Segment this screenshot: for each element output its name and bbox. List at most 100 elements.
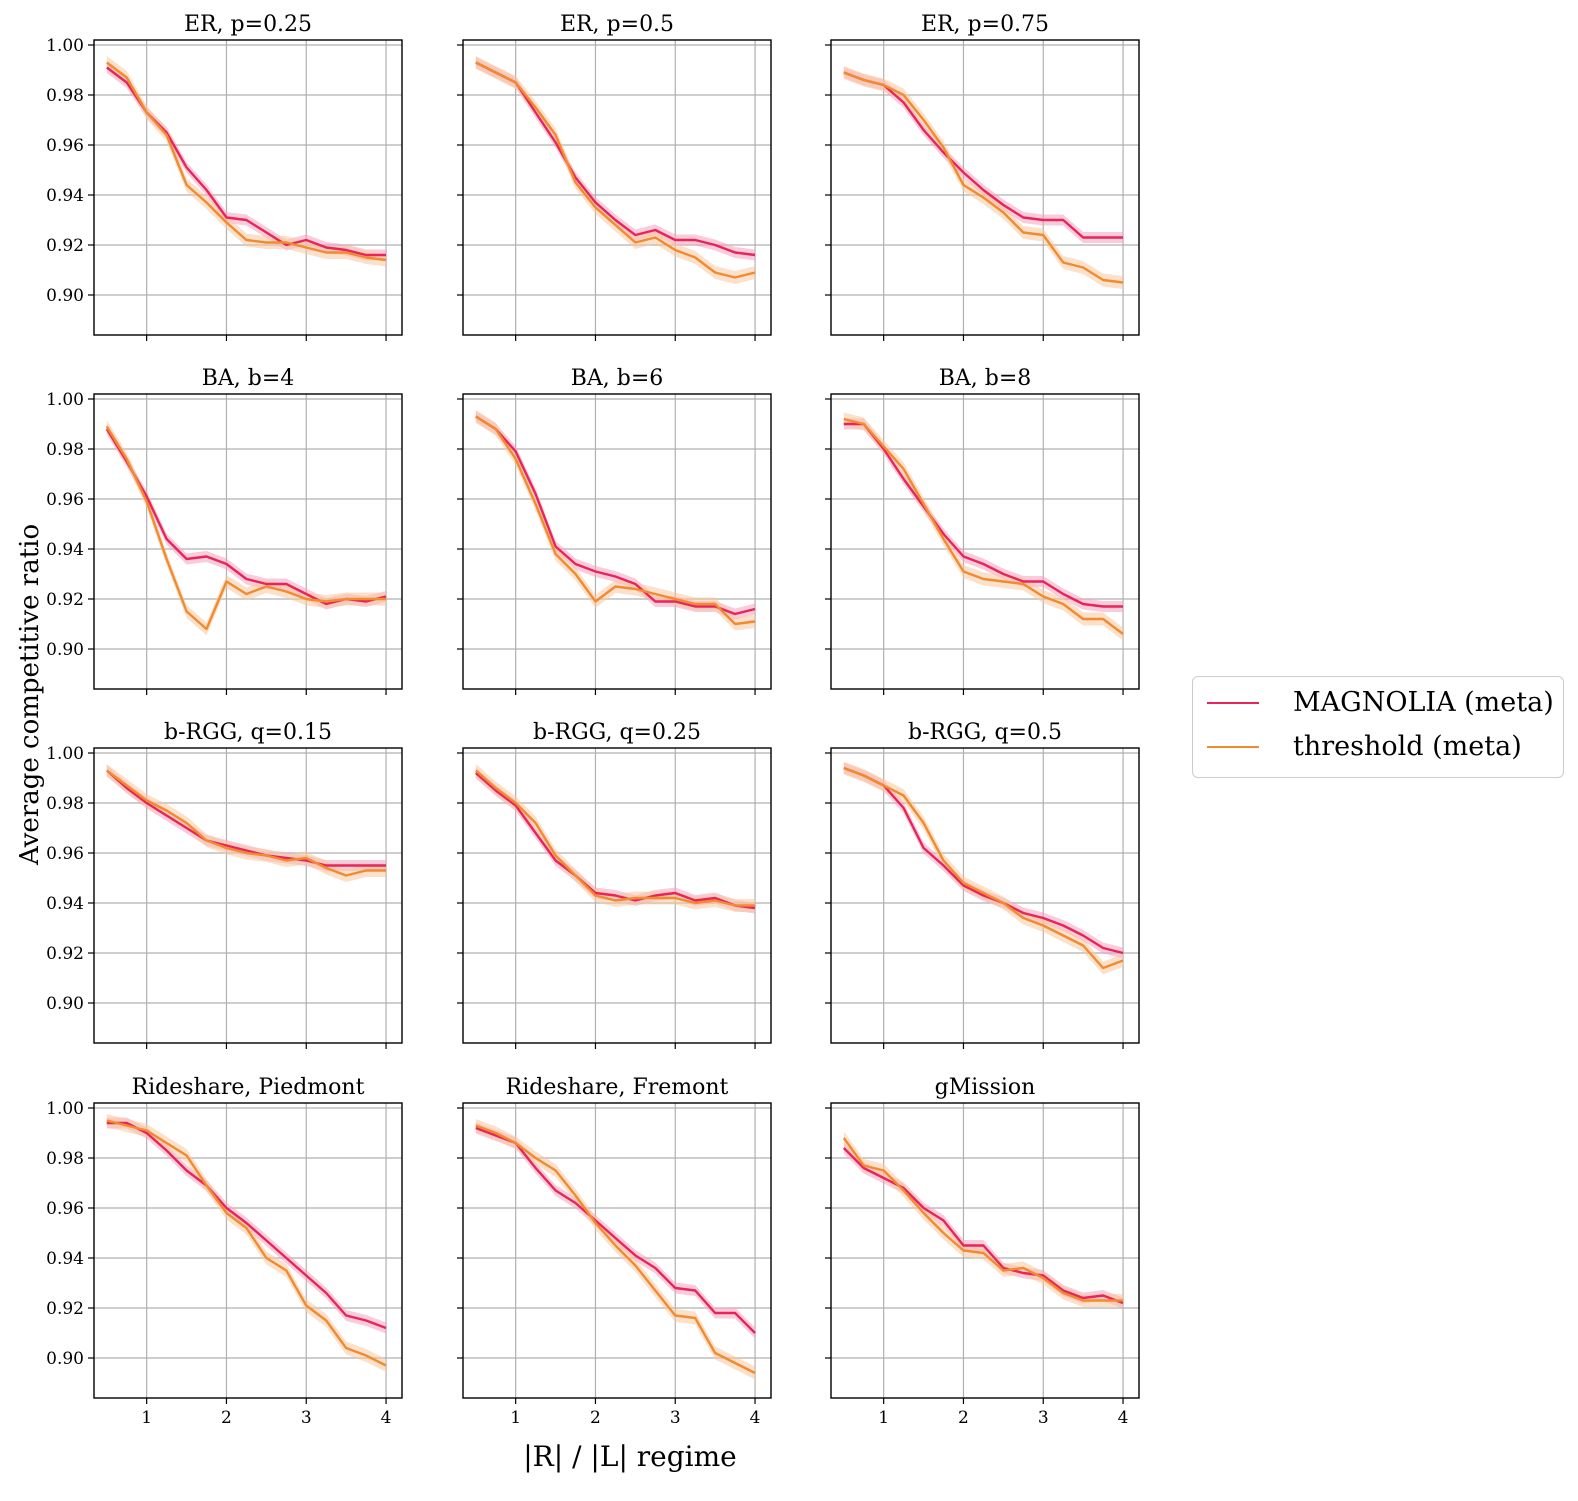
y-tick-label: 0.90	[46, 286, 84, 306]
subplot-title: gMission	[935, 1075, 1036, 1100]
y-tick-label: 0.98	[46, 1149, 84, 1169]
series-line-magnolia	[842, 1147, 1124, 1305]
y-tick-label: 0.98	[46, 794, 84, 814]
confidence-band-threshold	[106, 420, 387, 636]
y-tick-label: 0.92	[46, 944, 84, 964]
series-line-threshold	[843, 766, 1124, 970]
series-line-threshold	[106, 1119, 387, 1367]
axes-frame	[462, 747, 772, 1044]
subplot-6: BA, b=8	[825, 366, 1140, 695]
axes-frame	[93, 1102, 403, 1399]
series-line-threshold	[106, 61, 387, 262]
series-line-threshold	[843, 71, 1124, 284]
y-tick-label: 0.92	[46, 1299, 84, 1319]
confidence-band-threshold	[475, 56, 755, 284]
confidence-band-magnolia	[106, 423, 387, 610]
y-tick-label: 0.96	[46, 844, 84, 864]
legend: MAGNOLIA (meta) threshold (meta)	[1192, 676, 1564, 778]
series-line-magnolia	[475, 415, 756, 616]
subplot-title: b-RGG, q=0.5	[908, 720, 1062, 745]
confidence-band-threshold	[106, 56, 387, 267]
series-line-threshold	[475, 415, 756, 626]
axes-frame	[93, 393, 403, 690]
axes-frame	[462, 1102, 772, 1399]
series-line-threshold	[475, 61, 756, 279]
y-tick-label: 1.00	[46, 744, 84, 764]
axes-frame	[93, 747, 403, 1044]
x-tick-label: 1	[878, 1408, 889, 1428]
y-tick-label: 0.96	[46, 490, 84, 510]
axes-frame	[93, 39, 403, 336]
series-line-magnolia	[843, 422, 1123, 608]
axes-frame	[830, 747, 1140, 1044]
series-line-magnolia	[106, 769, 386, 867]
series-line-magnolia	[105, 428, 387, 606]
x-tick-label: 2	[590, 1408, 601, 1428]
y-tick-label: 0.90	[46, 1349, 84, 1369]
subplot-10: 1 2 3 4 0.90 0.92 0.94 0.96 0.98 1.00 Rideshare, P…	[46, 1075, 403, 1428]
y-axis-label: Average competitive ratio	[15, 523, 45, 865]
confidence-band-threshold	[843, 66, 1123, 289]
subplot-title: ER, p=0.25	[184, 12, 312, 37]
series-line-threshold	[475, 769, 755, 907]
legend-swatch-threshold	[1207, 746, 1259, 748]
subplot-title: ER, p=0.75	[921, 12, 1049, 37]
subplot-1: 0.90 0.92 0.94 0.96 0.98 1.00 ER, p=0.25	[46, 12, 403, 341]
series-line-magnolia	[843, 766, 1124, 955]
subplot-2: ER, p=0.5	[457, 12, 772, 341]
series-line-threshold	[105, 425, 386, 631]
subplot-4: 0.90 0.92 0.94 0.96 0.98 1.00 BA, b=4	[46, 366, 403, 695]
axes-frame	[830, 39, 1140, 336]
series-line-magnolia	[475, 1126, 756, 1334]
subplot-9: b-RGG, q=0.5	[825, 720, 1140, 1049]
x-tick-label: 4	[750, 1408, 761, 1428]
x-tick-label: 3	[301, 1408, 312, 1428]
x-tick-label: 2	[958, 1408, 969, 1428]
legend-swatch-magnolia	[1207, 702, 1259, 704]
subplot-title: b-RGG, q=0.15	[164, 720, 332, 745]
legend-label-threshold: threshold (meta)	[1293, 731, 1522, 762]
x-tick-label: 4	[381, 1408, 392, 1428]
axes-frame	[462, 393, 772, 690]
x-tick-label: 1	[141, 1408, 152, 1428]
legend-label-magnolia: MAGNOLIA (meta)	[1293, 687, 1554, 718]
y-tick-label: 0.98	[46, 440, 84, 460]
y-tick-label: 1.00	[46, 1099, 84, 1119]
y-tick-label: 0.94	[46, 1249, 84, 1269]
y-tick-label: 0.96	[46, 136, 84, 156]
confidence-band-magnolia	[475, 767, 755, 914]
y-tick-label: 0.94	[46, 540, 84, 560]
confidence-band-threshold	[106, 764, 387, 882]
subplot-11: 1 2 3 4 Rideshare, Fremont	[457, 1075, 772, 1428]
confidence-band-threshold	[475, 1119, 755, 1380]
legend-item-threshold: threshold (meta)	[1193, 725, 1563, 769]
series-line-magnolia	[106, 66, 386, 257]
confidence-band-magnolia	[843, 1142, 1123, 1309]
subplot-5: BA, b=6	[457, 366, 772, 695]
axes-frame	[830, 393, 1140, 690]
subplot-7: 0.90 0.92 0.94 0.96 0.98 1.00 b-RGG, q=0.15	[46, 720, 403, 1049]
y-tick-label: 0.96	[46, 1199, 84, 1219]
subplot-3: ER, p=0.75	[825, 12, 1140, 341]
subplot-title: Rideshare, Fremont	[506, 1075, 729, 1100]
confidence-band-magnolia	[843, 67, 1123, 243]
y-tick-label: 1.00	[46, 390, 84, 410]
confidence-band-magnolia	[106, 62, 387, 261]
x-axis-label: |R| / |L| regime	[523, 1440, 737, 1473]
series-line-threshold	[106, 769, 386, 877]
subplot-title: BA, b=4	[202, 366, 295, 391]
x-tick-label: 3	[1038, 1408, 1049, 1428]
confidence-band-magnolia	[475, 411, 755, 620]
subplot-12: 1 2 3 4 gMission	[825, 1075, 1140, 1428]
subplot-title: b-RGG, q=0.25	[533, 720, 701, 745]
subplot-title: BA, b=6	[571, 366, 664, 391]
subplot-title: ER, p=0.5	[560, 12, 674, 37]
confidence-band-threshold	[475, 410, 755, 631]
series-line-magnolia	[843, 71, 1123, 239]
subplot-8: b-RGG, q=0.25	[457, 720, 772, 1049]
y-tick-label: 0.94	[46, 894, 84, 914]
y-tick-label: 0.90	[46, 994, 84, 1014]
confidence-band-magnolia	[475, 1122, 755, 1339]
